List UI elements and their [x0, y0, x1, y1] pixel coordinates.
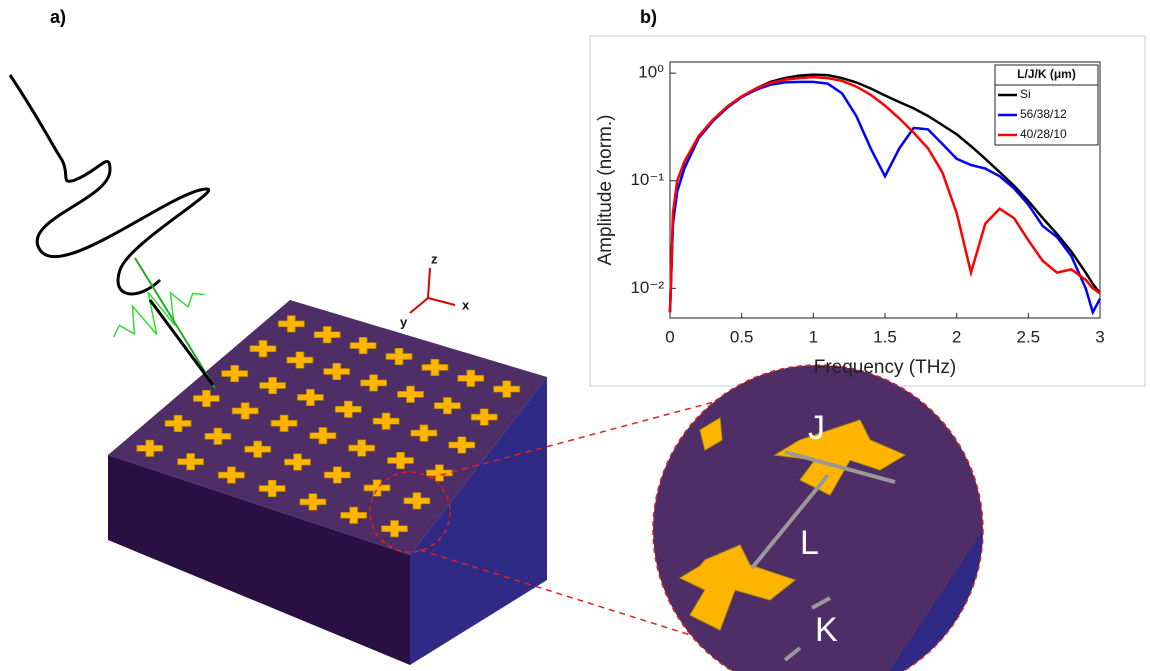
axis-z: z	[431, 251, 438, 266]
panel-label: b)	[640, 7, 657, 27]
dim-label: L	[800, 524, 819, 562]
beam-arrow	[150, 300, 213, 385]
x-tick-label: 3	[1095, 327, 1104, 346]
legend-label: 56/38/12	[1020, 107, 1067, 121]
legend-label: Si	[1020, 87, 1031, 101]
x-tick-label: 2.5	[1017, 327, 1041, 346]
x-tick-label: 0.5	[730, 327, 754, 346]
legend-label: 40/28/10	[1020, 127, 1067, 141]
axis-x: x	[462, 297, 470, 312]
x-tick-label: 0	[665, 327, 674, 346]
y-tick-label: 10⁰	[638, 63, 664, 82]
x-axis-label: Frequency (THz)	[814, 357, 957, 378]
legend-title: L/J/K (μm)	[1017, 67, 1076, 81]
y-tick-label: 10⁻²	[630, 278, 664, 297]
figure: a) b) z x y J L K 00.511.522.5310⁻²10⁻	[0, 0, 1150, 671]
wave	[10, 75, 209, 294]
axes-triad	[410, 268, 455, 313]
x-tick-label: 1	[809, 327, 818, 346]
x-tick-label: 2	[952, 327, 961, 346]
y-tick-label: 10⁻¹	[630, 170, 664, 189]
y-axis-label: Amplitude (norm.)	[595, 115, 616, 266]
panel-label: a)	[50, 7, 66, 27]
x-tick-label: 1.5	[873, 327, 897, 346]
dim-label: J	[808, 409, 825, 447]
axis-y: y	[400, 314, 408, 329]
dim-label: K	[815, 611, 838, 649]
substrate	[108, 300, 547, 665]
